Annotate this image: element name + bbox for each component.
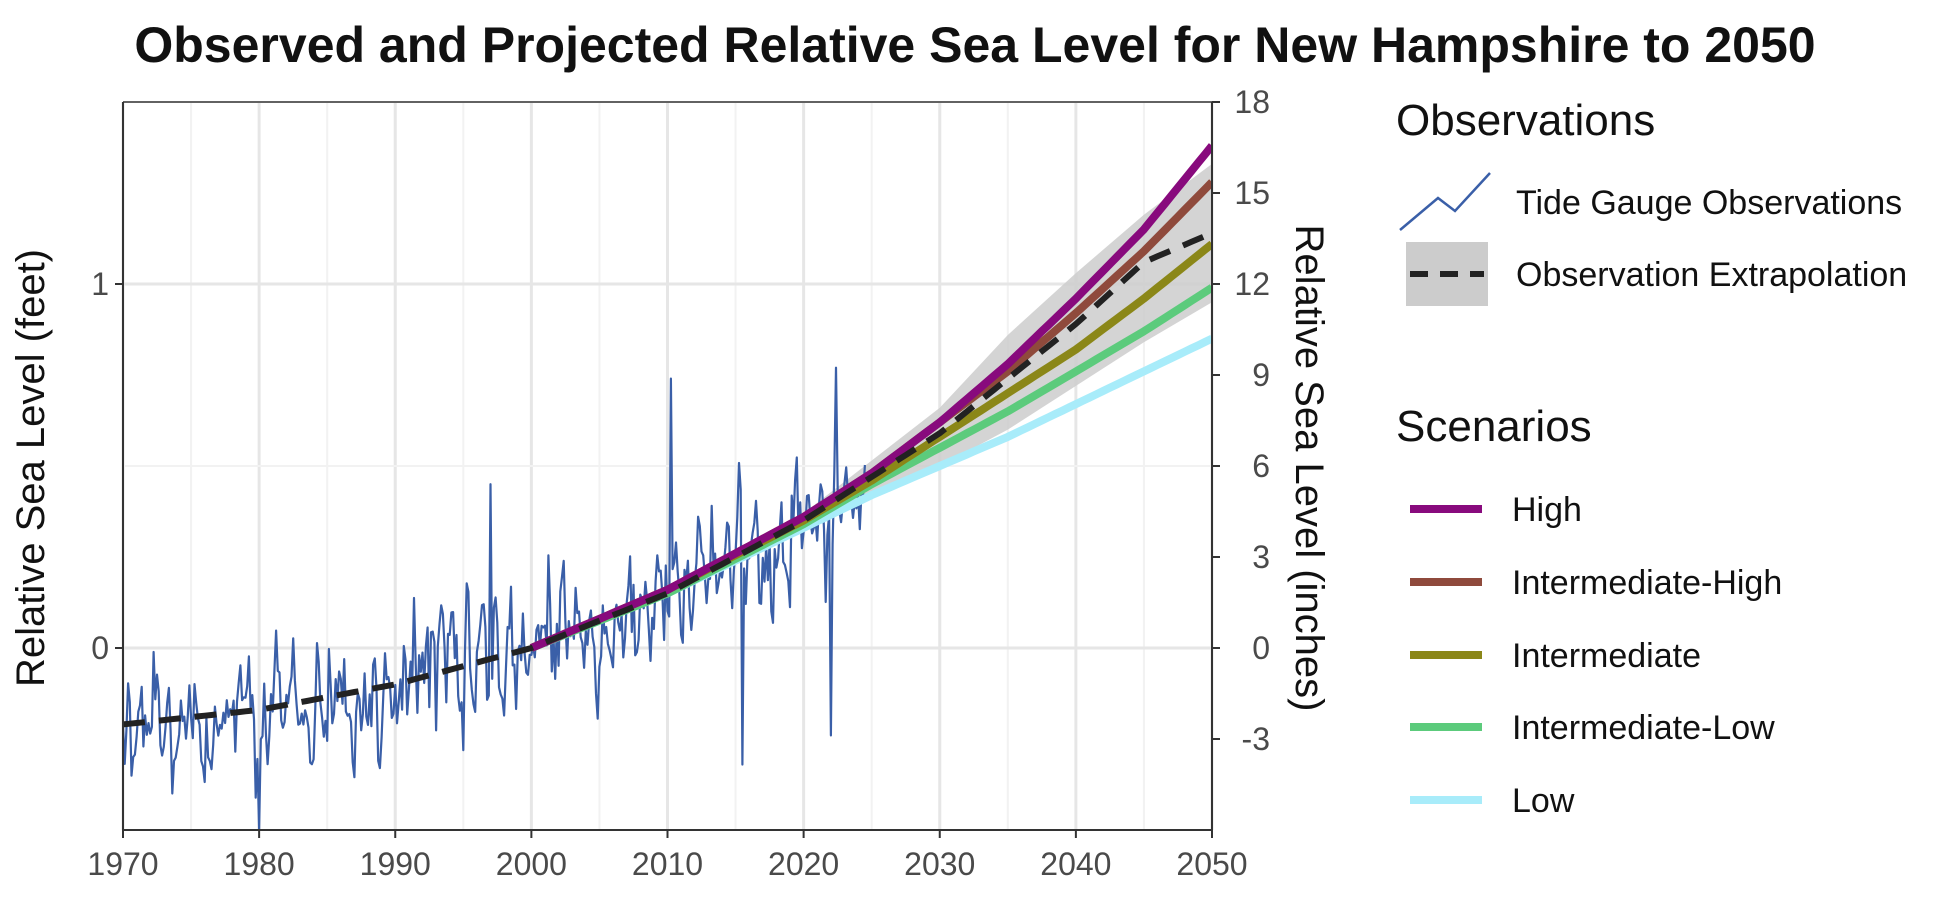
observation-extrapolation-line xyxy=(123,230,1212,728)
y-left-tick-label-0: 0 xyxy=(91,630,109,666)
y-right-tick-label-6: 6 xyxy=(1252,448,1270,484)
y-left-tick-label-1: 1 xyxy=(91,266,109,302)
legend: Observations Tide Gauge Observations Obs… xyxy=(1396,96,1907,820)
extrapolation-layer xyxy=(123,230,1212,728)
x-tick-label-2050: 2050 xyxy=(1176,846,1247,882)
y-axis-right-title: Relative Sea Level (inches) xyxy=(1287,225,1331,712)
grid xyxy=(121,101,1214,831)
legend-observations-heading: Observations xyxy=(1396,96,1655,145)
y-right-tick-label-18: 18 xyxy=(1234,84,1270,120)
x-tick-label-2000: 2000 xyxy=(496,846,567,882)
legend-high-label: High xyxy=(1512,491,1582,529)
x-axis-ticks: 1970 1980 1990 2000 2010 2020 2030 2040 2050 xyxy=(87,830,1248,882)
legend-intermediate-low-label: Intermediate-Low xyxy=(1512,709,1775,747)
y-left-axis-ticks: 01 xyxy=(91,266,123,666)
legend-tide-gauge-swatch xyxy=(1399,172,1491,231)
y-right-axis-ticks: -3 0 3 6 9 12 15 18 xyxy=(1212,84,1270,757)
x-tick-label-2010: 2010 xyxy=(632,846,703,882)
scenario-lines-layer xyxy=(529,143,1212,652)
y-right-tick-label-12: 12 xyxy=(1234,266,1270,302)
chart-title: Observed and Projected Relative Sea Leve… xyxy=(134,17,1815,73)
y-right-tick-label-3: 3 xyxy=(1252,539,1270,575)
x-tick-label-1990: 1990 xyxy=(360,846,431,882)
legend-intermediate-label: Intermediate xyxy=(1512,637,1701,675)
legend-low-label: Low xyxy=(1512,782,1575,820)
y-right-tick-label-15: 15 xyxy=(1234,175,1270,211)
y-right-tick-label-0: 0 xyxy=(1252,630,1270,666)
x-tick-label-2030: 2030 xyxy=(904,846,975,882)
extrapolation-uncertainty-band-layer xyxy=(803,163,1212,528)
tide-gauge-observations-line xyxy=(123,366,866,830)
x-tick-label-1980: 1980 xyxy=(224,846,295,882)
y-right-tick-label-9: 9 xyxy=(1252,357,1270,393)
legend-intermediate-high-label: Intermediate-High xyxy=(1512,564,1782,602)
tide-gauge-layer xyxy=(123,366,866,830)
extrapolation-uncertainty-band xyxy=(803,163,1212,528)
legend-extrapolation-label: Observation Extrapolation xyxy=(1516,256,1907,294)
scenario-line-high xyxy=(529,143,1212,652)
y-axis-left-title: Relative Sea Level (feet) xyxy=(9,249,53,687)
x-tick-label-2020: 2020 xyxy=(768,846,839,882)
x-tick-label-2040: 2040 xyxy=(1040,846,1111,882)
y-right-tick-label--3: -3 xyxy=(1242,721,1270,757)
legend-tide-gauge-label: Tide Gauge Observations xyxy=(1516,184,1902,222)
legend-scenarios-heading: Scenarios xyxy=(1396,402,1592,451)
x-tick-label-1970: 1970 xyxy=(87,846,158,882)
